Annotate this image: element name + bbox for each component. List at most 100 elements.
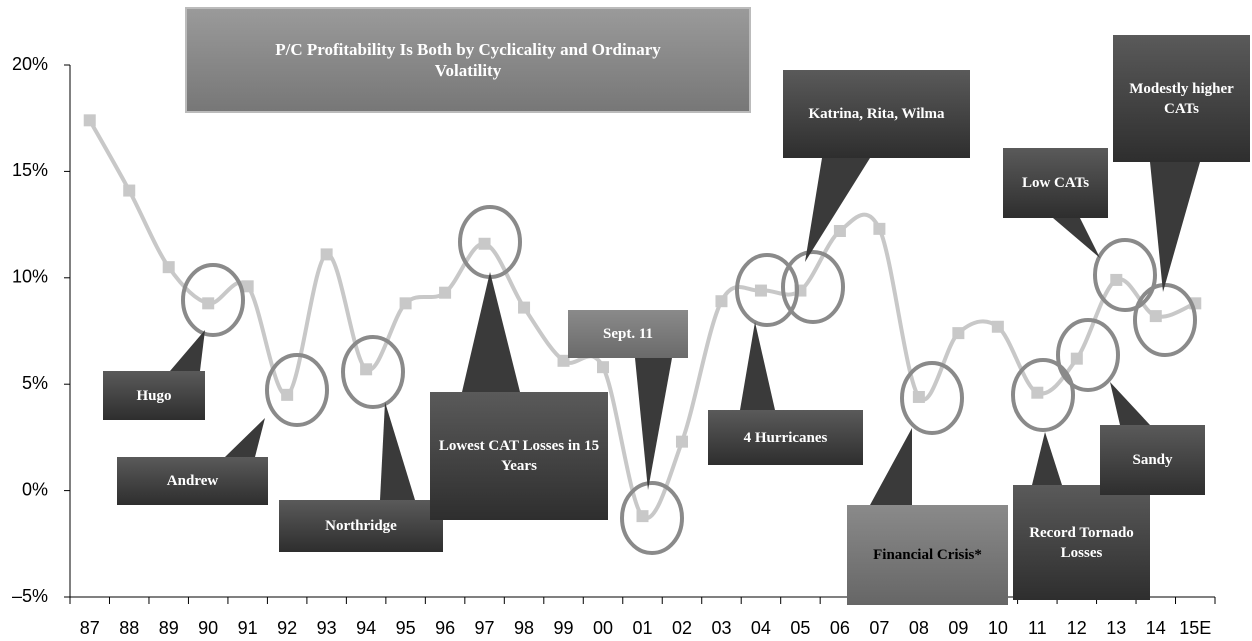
marker: [202, 297, 215, 310]
callout-pointer: [170, 330, 205, 371]
x-tick-label: 06: [830, 618, 850, 638]
x-tick-label: 87: [80, 618, 100, 638]
x-tick-label: 89: [159, 618, 179, 638]
x-tick-label: 01: [632, 618, 652, 638]
annotation-box: 4 Hurricanes: [708, 410, 863, 465]
annotation-circle: [181, 263, 245, 337]
marker: [715, 295, 728, 308]
marker: [162, 261, 175, 274]
x-tick-label: 94: [356, 618, 376, 638]
marker: [1110, 273, 1123, 286]
x-tick-label: 05: [790, 618, 810, 638]
marker: [912, 390, 925, 403]
annotation-box: Northridge: [279, 500, 443, 552]
annotation-circle: [1093, 238, 1157, 312]
annotation-box: Financial Crisis*: [847, 505, 1008, 605]
callout-pointer: [462, 272, 520, 392]
marker: [123, 184, 136, 197]
x-tick-label: 08: [909, 618, 929, 638]
y-tick-label: 15%: [12, 160, 48, 180]
marker: [597, 361, 610, 374]
annotation-circle: [341, 335, 405, 409]
marker: [557, 354, 570, 367]
callout-pointer: [740, 322, 775, 410]
annotation-circle: [900, 361, 964, 435]
x-tick-label: 95: [396, 618, 416, 638]
x-tick-label: 96: [435, 618, 455, 638]
x-tick-label: 91: [238, 618, 258, 638]
x-tick-label: 88: [119, 618, 139, 638]
callout-pointer: [380, 402, 415, 500]
annotation-box: Sandy: [1100, 425, 1205, 495]
marker: [281, 388, 294, 401]
marker: [439, 286, 452, 299]
marker: [675, 435, 688, 448]
annotation-circle: [735, 253, 799, 327]
x-tick-label: 98: [514, 618, 534, 638]
callout-pointer: [635, 358, 672, 490]
marker: [83, 114, 96, 127]
annotation-box: Modestly higher CATs: [1113, 35, 1250, 162]
annotation-box: Sept. 11: [568, 310, 688, 358]
marker: [399, 297, 412, 310]
callout-pointer: [805, 158, 870, 262]
x-tick-label: 15E: [1179, 618, 1211, 638]
x-tick-label: 14: [1146, 618, 1166, 638]
x-tick-label: 92: [277, 618, 297, 638]
x-tick-label: 10: [988, 618, 1008, 638]
marker: [1031, 386, 1044, 399]
marker: [360, 363, 373, 376]
callout-pointer: [225, 418, 265, 457]
annotation-circle: [620, 481, 684, 555]
annotation-box: Low CATs: [1003, 148, 1108, 218]
callout-pointer: [1032, 432, 1062, 485]
annotation-box: Record Tornado Losses: [1013, 485, 1150, 600]
y-tick-label: 0%: [22, 479, 48, 499]
marker: [1149, 310, 1162, 323]
annotation-box: Andrew: [117, 457, 268, 505]
marker: [991, 320, 1004, 333]
marker: [873, 222, 886, 235]
annotation-circle: [781, 250, 845, 324]
marker: [241, 280, 254, 293]
callout-pointer: [870, 428, 912, 505]
marker: [636, 510, 649, 523]
annotation-circle: [1011, 358, 1075, 432]
y-tick-label: 5%: [22, 373, 48, 393]
x-tick-label: 93: [317, 618, 337, 638]
x-tick-label: 09: [948, 618, 968, 638]
x-tick-label: 02: [672, 618, 692, 638]
x-tick-label: 99: [554, 618, 574, 638]
annotation-circle: [1056, 318, 1120, 392]
x-tick-label: 07: [869, 618, 889, 638]
y-tick-label: 10%: [12, 267, 48, 287]
marker: [518, 301, 531, 314]
chart-title: P/C Profitability Is Both by Cyclicality…: [185, 7, 751, 113]
x-tick-label: 12: [1067, 618, 1087, 638]
callout-pointer: [1110, 382, 1150, 425]
x-tick-label: 00: [593, 618, 613, 638]
annotation-box: Lowest CAT Losses in 15 Years: [430, 392, 608, 520]
callout-pointer: [1150, 162, 1200, 292]
x-tick-label: 13: [1106, 618, 1126, 638]
callout-pointer: [1053, 218, 1100, 258]
x-tick-label: 03: [711, 618, 731, 638]
marker: [952, 327, 965, 340]
y-tick-label: 20%: [12, 54, 48, 74]
y-tick-label: –5%: [12, 586, 48, 606]
marker: [1070, 352, 1083, 365]
annotation-circle: [1133, 283, 1197, 357]
x-tick-label: 97: [475, 618, 495, 638]
marker: [320, 248, 333, 261]
x-tick-label: 04: [751, 618, 771, 638]
marker: [478, 237, 491, 250]
x-tick-label: 90: [198, 618, 218, 638]
x-tick-label: 11: [1028, 618, 1047, 638]
annotation-circle: [265, 353, 329, 427]
marker: [833, 224, 846, 237]
annotation-box: Katrina, Rita, Wilma: [783, 70, 970, 158]
annotation-box: Hugo: [103, 371, 205, 420]
marker: [754, 284, 767, 297]
